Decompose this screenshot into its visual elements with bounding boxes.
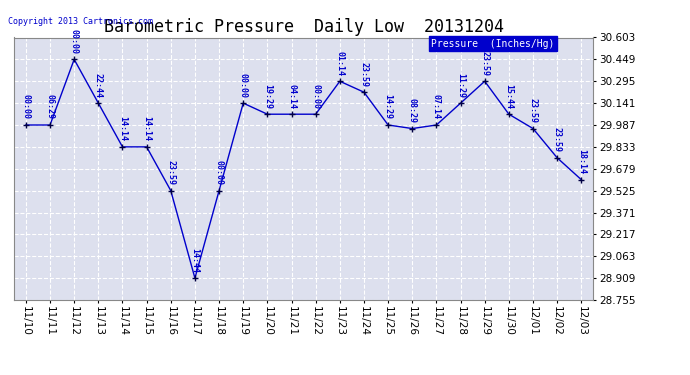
Title: Barometric Pressure  Daily Low  20131204: Barometric Pressure Daily Low 20131204	[104, 18, 504, 36]
Text: 18:14: 18:14	[577, 149, 586, 174]
Text: 01:14: 01:14	[335, 51, 344, 76]
Text: 14:29: 14:29	[384, 94, 393, 120]
Text: 22:44: 22:44	[94, 73, 103, 98]
Text: 19:29: 19:29	[263, 84, 272, 109]
Text: 23:59: 23:59	[553, 127, 562, 152]
Text: 23:59: 23:59	[529, 98, 538, 123]
Text: 15:44: 15:44	[504, 84, 513, 109]
Text: 00:00: 00:00	[215, 160, 224, 185]
Text: 00:00: 00:00	[21, 94, 30, 120]
Text: 04:14: 04:14	[287, 84, 296, 109]
Text: 14:44: 14:44	[190, 248, 199, 273]
Text: 00:00: 00:00	[311, 84, 320, 109]
Text: 14:14: 14:14	[142, 116, 151, 141]
Text: 23:59: 23:59	[359, 62, 368, 87]
Text: Copyright 2013 Cartronics.com: Copyright 2013 Cartronics.com	[8, 17, 153, 26]
Text: 06:29: 06:29	[46, 94, 55, 120]
Text: 23:59: 23:59	[480, 51, 489, 76]
Text: 00:00: 00:00	[239, 73, 248, 98]
Text: 08:29: 08:29	[408, 98, 417, 123]
Text: 00:00: 00:00	[70, 29, 79, 54]
Text: 14:14: 14:14	[118, 116, 127, 141]
Text: 23:59: 23:59	[166, 160, 175, 185]
Text: 07:14: 07:14	[432, 94, 441, 120]
Text: 11:29: 11:29	[456, 73, 465, 98]
Text: Pressure  (Inches/Hg): Pressure (Inches/Hg)	[431, 39, 555, 49]
